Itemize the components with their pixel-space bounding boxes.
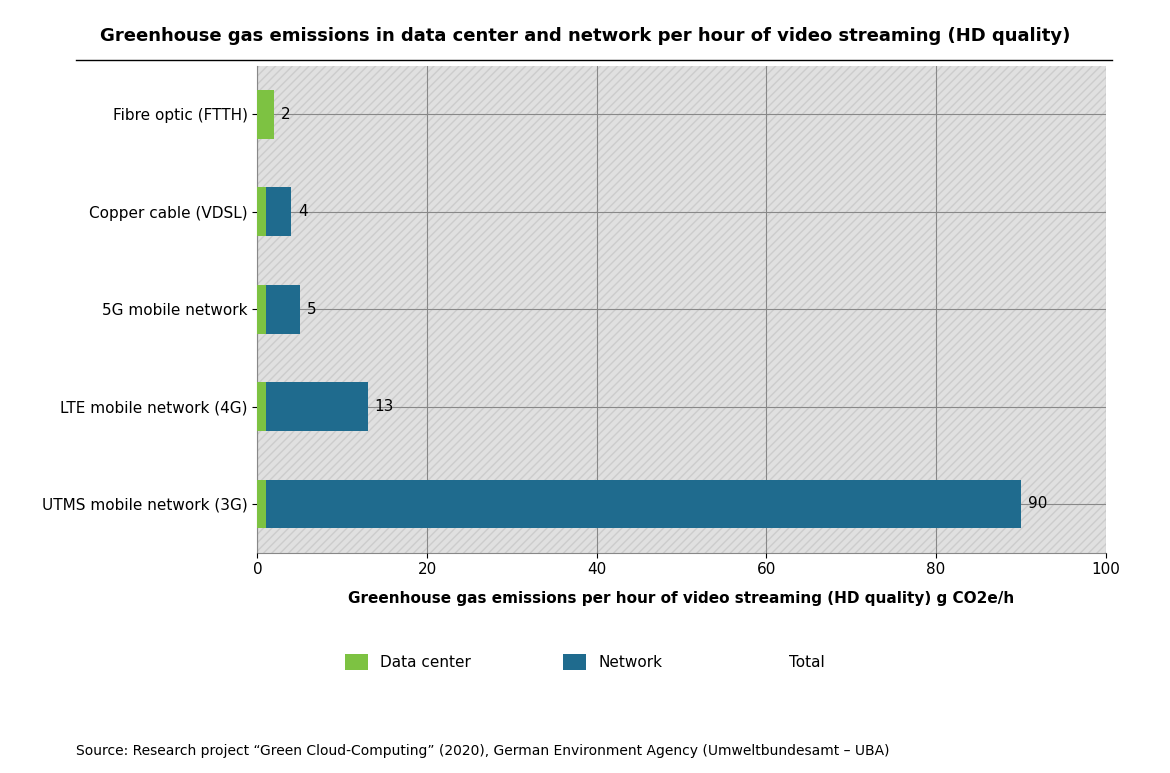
X-axis label: Greenhouse gas emissions per hour of video streaming (HD quality) g CO2e/h: Greenhouse gas emissions per hour of vid… — [349, 591, 1014, 606]
Text: 5: 5 — [307, 301, 316, 317]
Text: 13: 13 — [374, 399, 394, 414]
Legend: Data center, Network, Total: Data center, Network, Total — [339, 649, 831, 676]
Bar — [257, 382, 266, 431]
Bar — [257, 90, 274, 139]
Text: 2: 2 — [281, 107, 291, 122]
Bar — [266, 479, 1020, 529]
Bar — [257, 284, 266, 333]
Text: Source: Research project “Green Cloud-Computing” (2020), German Environment Agen: Source: Research project “Green Cloud-Co… — [76, 744, 889, 758]
Bar — [266, 284, 300, 333]
Bar — [257, 187, 266, 236]
Bar — [257, 479, 266, 529]
Text: Greenhouse gas emissions in data center and network per hour of video streaming : Greenhouse gas emissions in data center … — [99, 27, 1071, 45]
Text: 4: 4 — [298, 204, 308, 220]
Bar — [266, 382, 367, 431]
Text: 90: 90 — [1027, 496, 1047, 512]
Bar — [266, 187, 291, 236]
